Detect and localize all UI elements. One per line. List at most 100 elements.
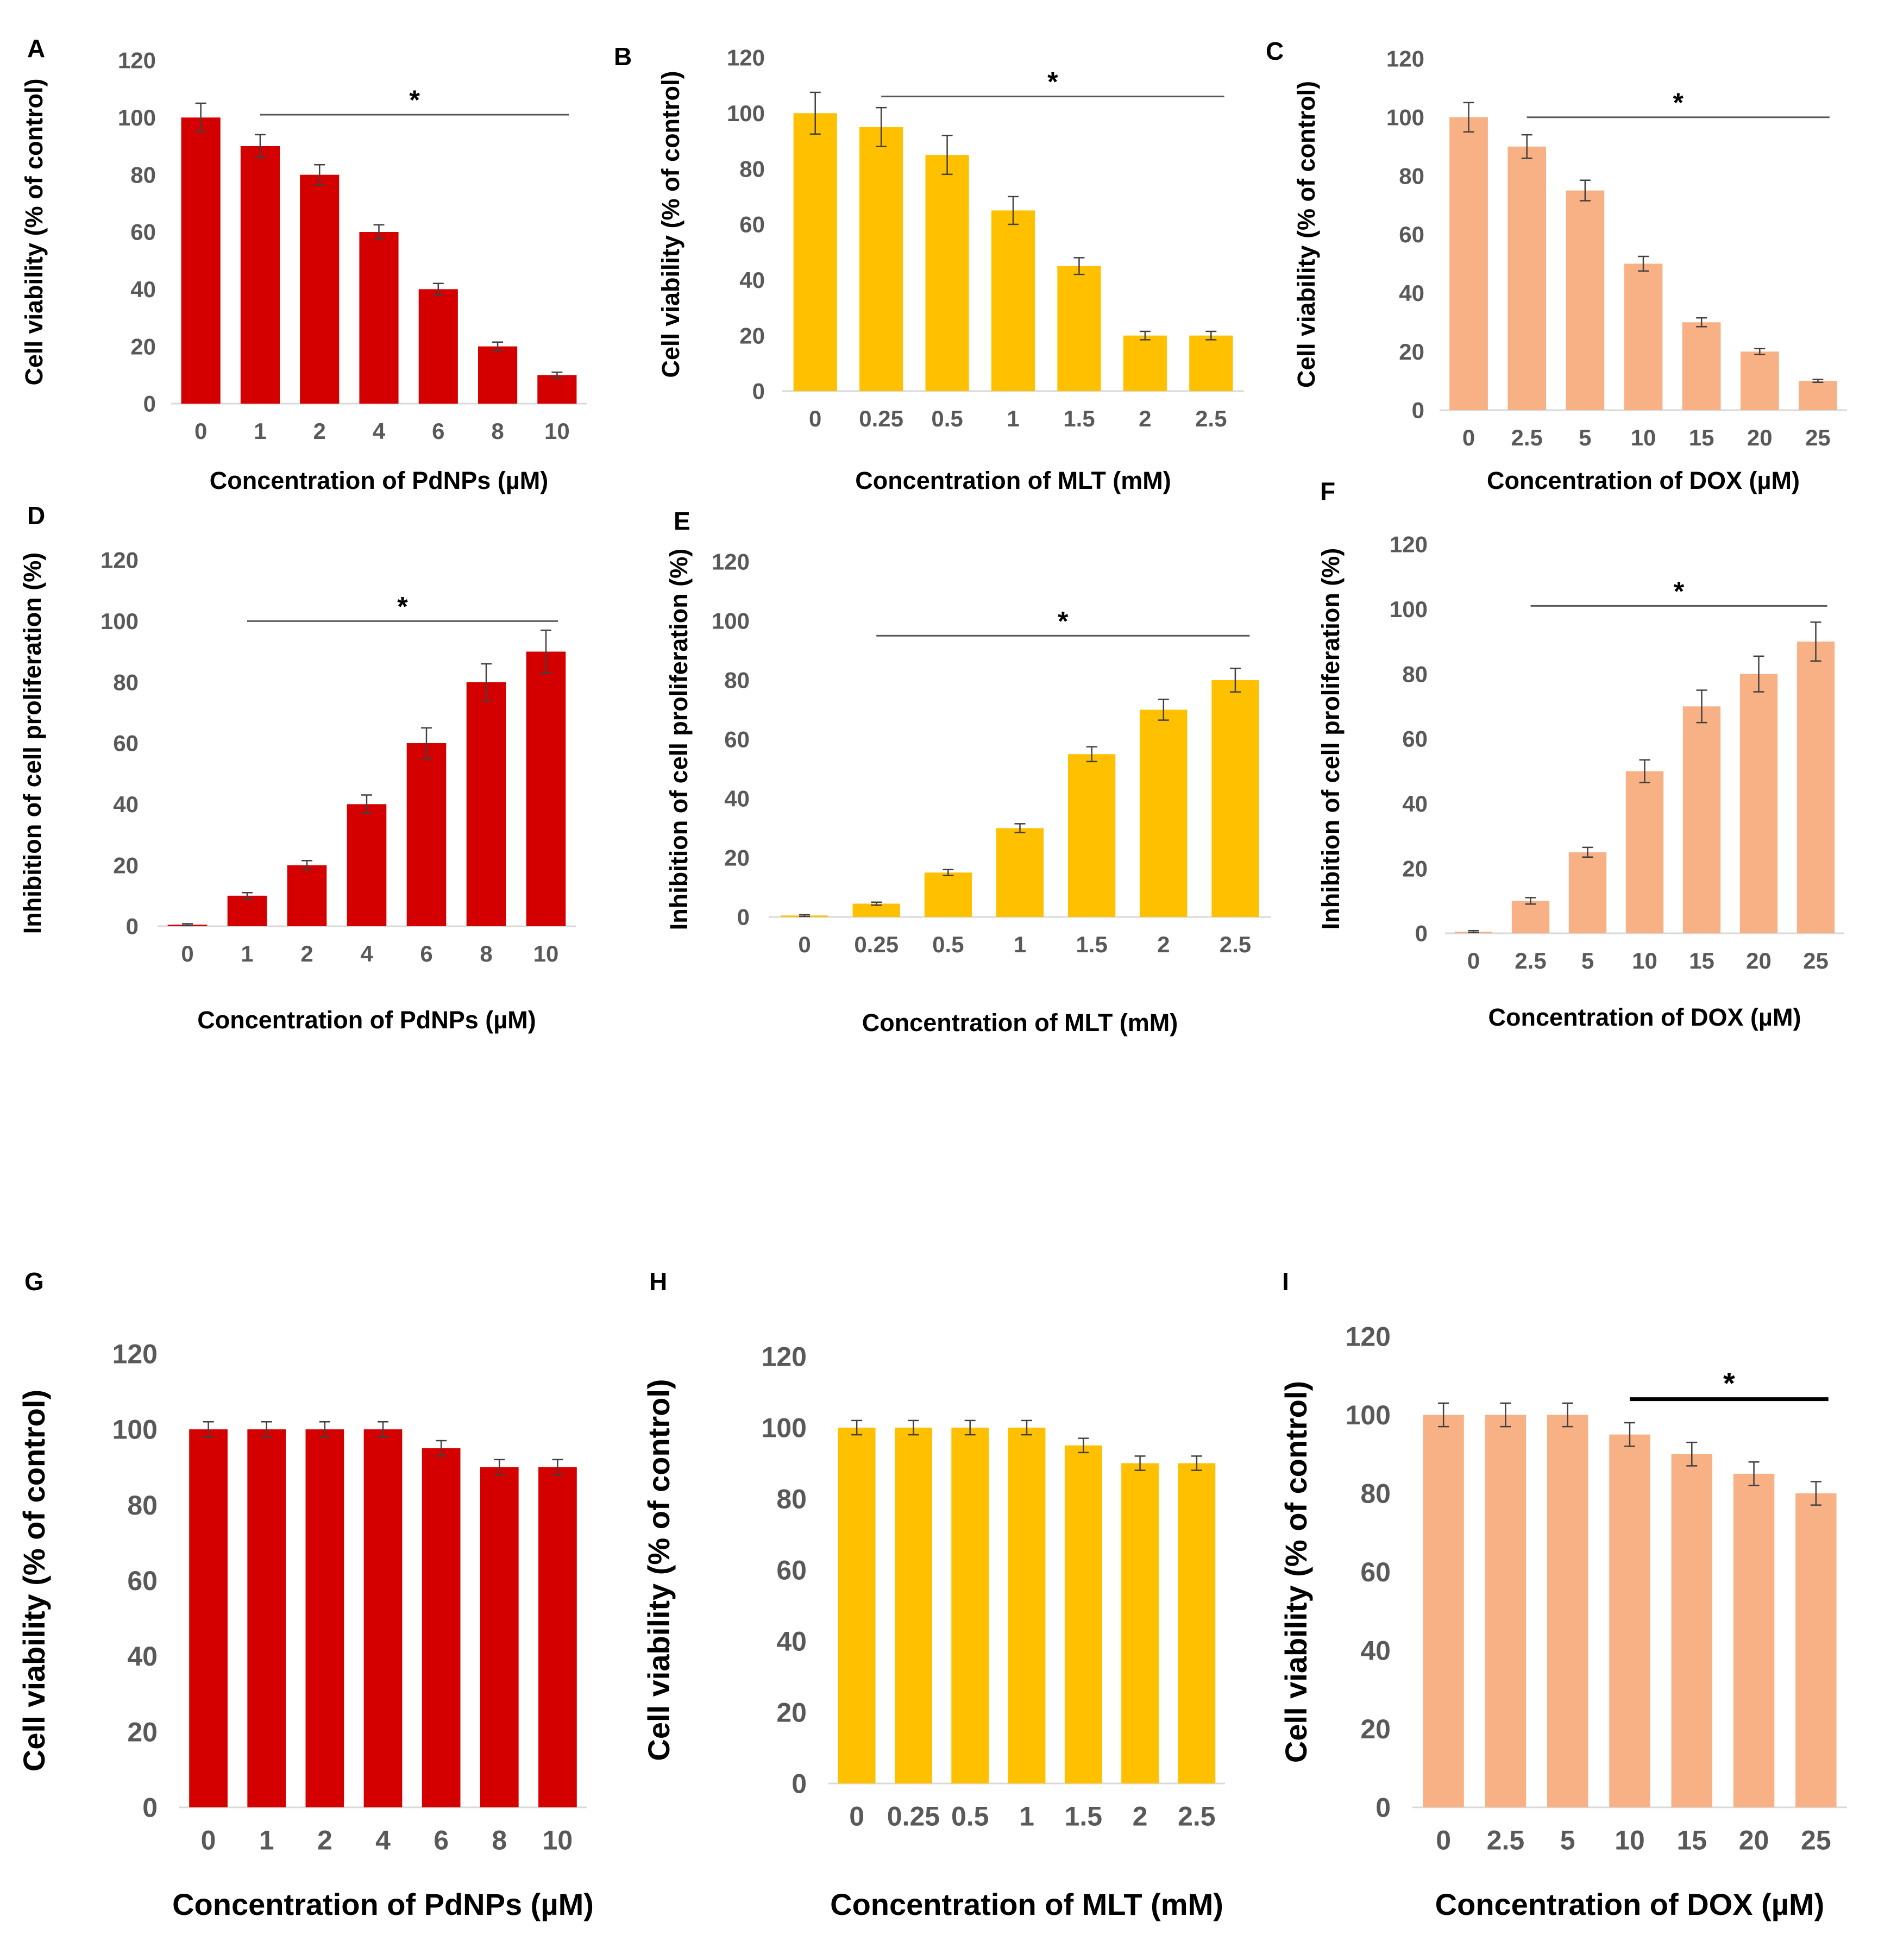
- x-tick-label: 20: [1739, 1825, 1769, 1856]
- y-tick-label: 60: [1402, 726, 1428, 752]
- y-tick-label: 0: [143, 391, 156, 417]
- bar: [538, 1467, 577, 1807]
- x-tick-label: 15: [1689, 425, 1714, 450]
- bar: [1008, 1428, 1046, 1783]
- bar: [1511, 901, 1550, 933]
- x-tick-label: 6: [420, 941, 432, 966]
- x-tick-label: 0.25: [854, 932, 899, 957]
- y-tick-label: 0: [1412, 398, 1424, 423]
- x-tick-label: 4: [360, 941, 373, 966]
- x-tick-label: 0: [809, 406, 821, 431]
- x-tick-label: 1: [241, 941, 253, 966]
- y-tick-label: 20: [130, 334, 156, 359]
- x-tick-label: 2.5: [1220, 932, 1251, 957]
- significance-star: *: [1047, 67, 1058, 97]
- bar: [181, 117, 221, 404]
- chart-panel-a: A 0 20 40 60 80 100 120 0 1 2 4 6 8 10 Concentration of…: [20, 34, 587, 494]
- x-axis-title: Concentration of PdNPs (µM): [172, 1887, 594, 1921]
- bar: [422, 1448, 461, 1807]
- bar: [347, 804, 387, 926]
- bar: [1449, 117, 1488, 411]
- bar: [526, 651, 566, 926]
- bar: [1799, 381, 1837, 410]
- y-tick-label: 40: [1402, 791, 1428, 816]
- bar: [951, 1428, 989, 1783]
- bar: [418, 289, 458, 404]
- y-tick-label: 40: [776, 1626, 807, 1657]
- y-tick-label: 60: [776, 1555, 807, 1586]
- bar: [227, 895, 267, 926]
- significance-star: *: [409, 85, 420, 115]
- bar: [996, 828, 1044, 917]
- x-axis-title: Concentration of MLT (mM): [862, 1009, 1178, 1036]
- y-tick-label: 100: [118, 105, 156, 130]
- x-tick-label: 2: [1157, 932, 1170, 957]
- bar: [466, 682, 506, 926]
- y-tick-label: 0: [126, 914, 139, 939]
- y-axis-title: Cell viability (% of control): [1279, 1381, 1313, 1763]
- bar: [1189, 335, 1233, 391]
- y-tick-label: 20: [113, 852, 139, 878]
- y-tick-label: 20: [739, 323, 765, 348]
- y-tick-label: 20: [776, 1698, 807, 1728]
- y-tick-label: 40: [127, 1641, 158, 1672]
- y-tick-label: 0: [752, 379, 765, 404]
- y-tick-label: 120: [762, 1342, 807, 1372]
- y-tick-label: 100: [100, 608, 139, 634]
- x-tick-label: 10: [1615, 1825, 1645, 1856]
- bar: [1485, 1415, 1527, 1807]
- x-tick-label: 1.5: [1076, 932, 1107, 957]
- y-tick-label: 100: [762, 1413, 807, 1443]
- y-tick-label: 0: [1415, 921, 1428, 946]
- chart-panel-f: F 0 20 40 60 80 100 120 0 2.5 5 10 15 20 25 Concentrati…: [1317, 477, 1844, 1031]
- y-tick-label: 0: [1375, 1793, 1391, 1823]
- y-tick-label: 120: [1390, 532, 1428, 557]
- bar: [925, 155, 969, 391]
- bar: [859, 127, 903, 391]
- panel-letter: A: [27, 34, 45, 62]
- x-tick-label: 25: [1803, 948, 1829, 973]
- bar: [247, 1429, 286, 1807]
- y-tick-label: 20: [1399, 339, 1424, 365]
- x-tick-label: 10: [544, 418, 570, 444]
- panel-letter: D: [27, 501, 45, 530]
- x-axis-title: Concentration of PdNPs (µM): [210, 467, 548, 494]
- y-tick-label: 20: [724, 845, 750, 871]
- y-tick-label: 120: [118, 48, 156, 73]
- significance-star: *: [1058, 606, 1069, 636]
- x-tick-label: 20: [1746, 948, 1772, 973]
- x-axis-title: Concentration of DOX (µM): [1488, 1003, 1801, 1031]
- bar: [1682, 322, 1721, 410]
- panel-letter: C: [1266, 37, 1284, 65]
- x-tick-label: 0.25: [887, 1801, 940, 1832]
- y-axis-title: Cell viability (% of control): [1292, 81, 1320, 388]
- chart-panel-c: C 0 20 40 60 80 100 120 0 2.5 5 10 15 20 25Concentrati…: [1266, 37, 1847, 494]
- bar: [895, 1428, 932, 1783]
- x-tick-label: 0: [798, 932, 811, 957]
- x-tick-label: 0.5: [932, 932, 964, 957]
- y-tick-label: 40: [724, 786, 750, 812]
- significance-star: *: [397, 591, 408, 621]
- y-tick-label: 40: [1360, 1636, 1391, 1666]
- x-tick-label: 2: [1133, 1801, 1148, 1832]
- y-tick-label: 80: [1402, 661, 1428, 687]
- y-tick-label: 20: [1402, 856, 1428, 881]
- x-tick-label: 10: [543, 1825, 573, 1856]
- x-tick-label: 0: [849, 1801, 864, 1832]
- significance-star: *: [1674, 576, 1685, 606]
- x-tick-label: 10: [533, 941, 559, 966]
- y-tick-label: 20: [1360, 1714, 1391, 1744]
- bar: [1624, 263, 1663, 410]
- x-tick-label: 25: [1805, 425, 1831, 450]
- bar: [1140, 709, 1188, 917]
- panel-letter: E: [674, 507, 690, 535]
- y-tick-label: 80: [724, 668, 750, 693]
- bar: [1609, 1434, 1650, 1807]
- y-tick-label: 0: [737, 904, 750, 930]
- y-tick-label: 60: [1360, 1557, 1391, 1587]
- x-tick-label: 0.5: [931, 406, 963, 431]
- y-axis-title: Cell viability (% of control): [657, 71, 684, 378]
- bar: [240, 146, 280, 404]
- x-tick-label: 10: [1632, 948, 1657, 973]
- y-tick-label: 0: [792, 1769, 807, 1799]
